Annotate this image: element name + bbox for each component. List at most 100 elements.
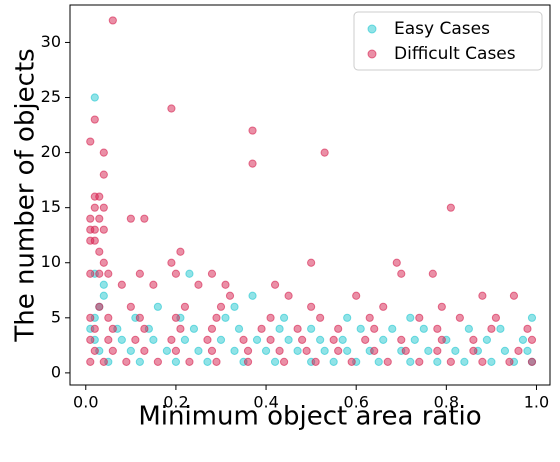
- point: [180, 335, 190, 344]
- point: [225, 291, 235, 300]
- point: [334, 324, 343, 333]
- point: [302, 346, 311, 355]
- point: [171, 313, 181, 322]
- point: [469, 346, 478, 355]
- point: [329, 357, 338, 366]
- y-tick-label: 30: [41, 32, 61, 51]
- legend-box: [353, 11, 543, 71]
- point: [401, 346, 410, 355]
- point: [140, 214, 149, 223]
- legend-label: Difficult Cases: [394, 44, 516, 64]
- point: [478, 291, 487, 300]
- point: [239, 335, 248, 344]
- point: [126, 346, 135, 355]
- point: [90, 93, 99, 102]
- point: [99, 357, 108, 366]
- y-tick-label: 5: [51, 307, 61, 326]
- point: [135, 269, 144, 278]
- point: [95, 214, 104, 223]
- point: [392, 258, 401, 267]
- point: [243, 357, 253, 366]
- point: [216, 335, 226, 344]
- y-axis-label: The number of objects: [11, 48, 41, 342]
- x-tick-label: 0.8: [434, 393, 459, 412]
- point: [99, 225, 108, 234]
- point: [230, 346, 239, 355]
- y-tick-label: 20: [41, 142, 61, 161]
- point: [95, 269, 104, 278]
- point: [343, 346, 352, 355]
- point: [361, 335, 370, 344]
- point: [194, 280, 203, 289]
- point: [410, 335, 419, 344]
- point: [523, 346, 532, 355]
- point: [500, 346, 510, 355]
- point: [455, 313, 464, 322]
- point: [505, 357, 514, 366]
- point: [207, 324, 217, 333]
- point: [487, 324, 496, 333]
- point: [433, 346, 442, 355]
- point: [496, 324, 505, 333]
- point: [374, 357, 383, 366]
- point: [104, 313, 113, 322]
- point: [99, 203, 108, 212]
- point: [108, 16, 117, 25]
- point: [234, 324, 244, 333]
- y-tick-label: 25: [41, 87, 61, 106]
- point: [446, 203, 455, 212]
- point: [284, 291, 293, 300]
- point: [270, 280, 280, 289]
- point: [86, 137, 95, 146]
- point: [216, 302, 226, 311]
- point: [90, 236, 99, 245]
- point: [487, 357, 496, 366]
- point: [90, 203, 99, 212]
- point: [95, 302, 104, 311]
- point: [167, 104, 176, 113]
- legend-marker: [367, 24, 377, 34]
- point: [99, 170, 108, 179]
- point: [99, 258, 108, 267]
- point: [307, 324, 316, 333]
- x-tick-label: 0.4: [253, 393, 278, 412]
- point: [365, 313, 374, 322]
- point: [433, 324, 442, 333]
- point: [419, 324, 428, 333]
- point: [424, 346, 433, 355]
- point: [307, 302, 316, 311]
- point: [162, 346, 172, 355]
- point: [388, 324, 397, 333]
- point: [464, 324, 473, 333]
- point: [379, 302, 388, 311]
- point: [104, 269, 113, 278]
- point: [221, 313, 230, 322]
- point: [108, 346, 117, 355]
- point: [117, 335, 126, 344]
- x-tick-label: 0.2: [163, 393, 188, 412]
- point: [518, 335, 528, 344]
- point: [370, 346, 379, 355]
- point: [248, 291, 257, 300]
- point: [307, 258, 316, 267]
- point: [171, 269, 181, 278]
- point: [437, 335, 446, 344]
- point: [140, 346, 149, 355]
- point: [320, 148, 329, 157]
- legend-marker: [367, 49, 377, 59]
- point: [108, 324, 117, 333]
- point: [122, 357, 131, 366]
- point: [189, 324, 199, 333]
- point: [523, 324, 532, 333]
- y-tick-label: 10: [41, 252, 61, 271]
- point: [415, 313, 424, 322]
- point: [95, 247, 104, 256]
- point: [406, 313, 415, 322]
- point: [343, 313, 352, 322]
- point: [316, 313, 325, 322]
- point: [379, 335, 388, 344]
- point: [527, 335, 537, 344]
- point: [433, 357, 442, 366]
- point: [478, 357, 487, 366]
- point: [167, 258, 176, 267]
